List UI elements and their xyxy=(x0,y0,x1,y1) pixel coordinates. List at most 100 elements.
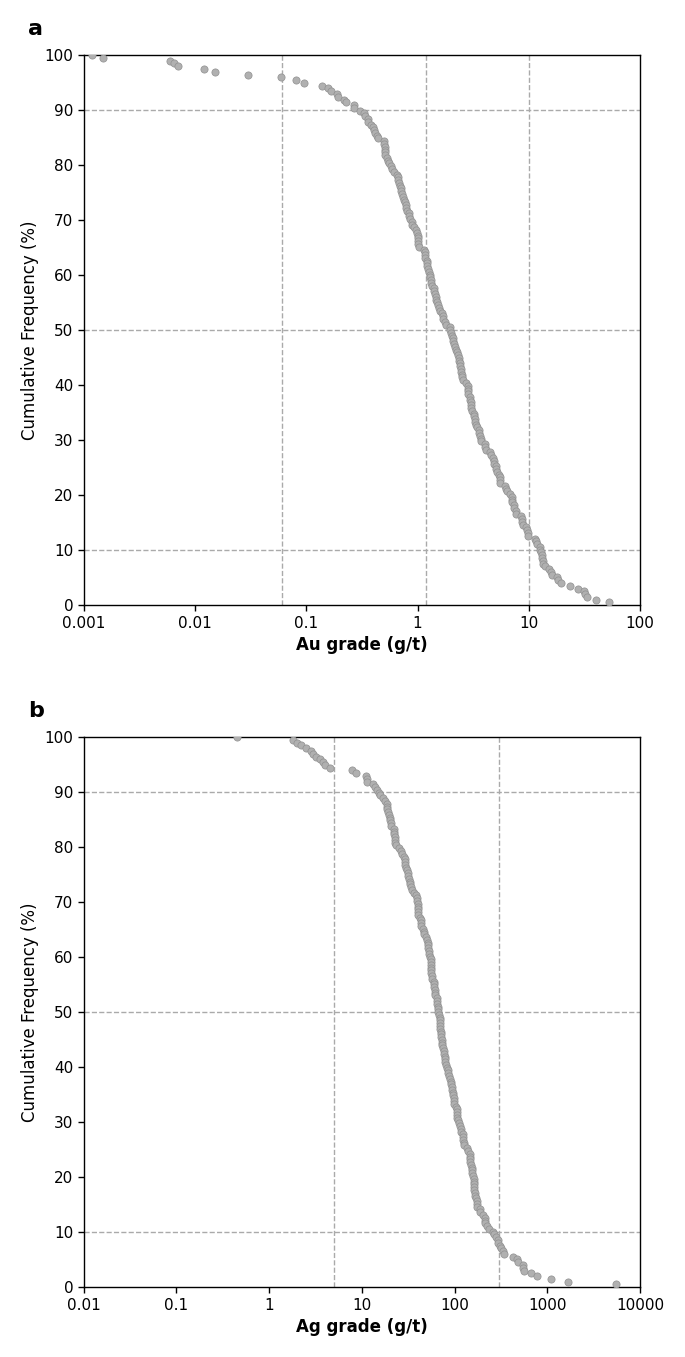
Point xyxy=(295,734,306,756)
Point xyxy=(452,1107,463,1129)
Point xyxy=(351,763,362,784)
Point xyxy=(436,1029,447,1050)
Point xyxy=(427,965,438,987)
Point xyxy=(425,946,436,968)
Point xyxy=(510,499,521,521)
Point xyxy=(417,917,428,939)
Point xyxy=(488,451,499,472)
Point xyxy=(518,1254,529,1276)
Point xyxy=(456,364,467,385)
Point xyxy=(423,258,434,280)
Point xyxy=(532,533,543,555)
Point xyxy=(523,525,534,547)
Point xyxy=(512,1248,523,1270)
Point xyxy=(424,261,435,282)
Point xyxy=(393,170,404,191)
Point xyxy=(505,483,516,505)
Point xyxy=(402,862,413,883)
Point xyxy=(422,252,433,274)
Point xyxy=(482,1216,493,1238)
Point xyxy=(441,1057,452,1079)
Point xyxy=(456,1118,466,1140)
Point xyxy=(456,1121,466,1143)
Point xyxy=(471,1187,482,1209)
Point xyxy=(317,752,328,773)
Point xyxy=(415,906,426,928)
Point xyxy=(452,1110,463,1132)
Point xyxy=(419,239,429,261)
Point xyxy=(365,114,376,136)
Point xyxy=(399,191,410,213)
Point xyxy=(407,213,418,235)
Point xyxy=(406,877,416,898)
Point xyxy=(324,757,335,779)
Point xyxy=(480,1209,491,1231)
Point xyxy=(367,773,378,795)
Point xyxy=(412,228,423,250)
Point xyxy=(532,1265,543,1286)
Point xyxy=(496,1238,507,1259)
Point xyxy=(172,56,183,77)
Point xyxy=(495,467,506,489)
Point xyxy=(429,976,440,997)
Point xyxy=(404,871,415,893)
Point xyxy=(98,47,109,69)
Point xyxy=(447,1079,458,1101)
Point xyxy=(451,1095,462,1117)
Point xyxy=(411,885,422,906)
Point xyxy=(518,1257,529,1278)
Point xyxy=(474,425,485,446)
Point xyxy=(483,1219,494,1240)
Point xyxy=(399,848,410,870)
Point xyxy=(469,1177,479,1198)
Point xyxy=(423,938,434,959)
Point xyxy=(436,1031,447,1053)
Point xyxy=(434,1007,445,1029)
Point xyxy=(466,1160,477,1182)
Point xyxy=(367,117,378,138)
Point xyxy=(476,430,487,452)
Point xyxy=(462,1137,473,1159)
Point xyxy=(440,1046,451,1068)
Point xyxy=(419,920,429,942)
Point xyxy=(445,319,456,341)
Point xyxy=(333,85,344,107)
Point xyxy=(432,1001,443,1023)
Point xyxy=(580,584,590,605)
Point xyxy=(401,199,412,221)
Point xyxy=(323,77,334,99)
Point xyxy=(393,837,404,859)
Point xyxy=(502,480,513,502)
Point xyxy=(508,494,519,516)
Point xyxy=(424,943,435,965)
Point xyxy=(451,342,462,364)
Point xyxy=(494,464,505,486)
Point xyxy=(432,996,443,1018)
Point xyxy=(536,541,547,563)
Point xyxy=(443,1060,453,1082)
Point xyxy=(390,829,401,851)
Point xyxy=(610,1274,621,1296)
Point xyxy=(424,266,435,288)
Point xyxy=(439,1041,450,1063)
Point xyxy=(447,330,458,351)
Point xyxy=(431,988,442,1010)
Point xyxy=(401,197,412,218)
Point xyxy=(440,1049,451,1071)
Point xyxy=(425,271,436,293)
Point xyxy=(421,927,432,949)
Point xyxy=(232,726,242,748)
Point xyxy=(419,244,430,266)
Point xyxy=(552,570,563,592)
Point xyxy=(546,1267,557,1289)
Point xyxy=(425,954,436,976)
Point xyxy=(379,130,390,152)
Point xyxy=(476,427,487,449)
Point xyxy=(492,461,503,483)
Point xyxy=(493,1229,503,1251)
Point xyxy=(169,53,179,75)
Y-axis label: Cumulative Frequency (%): Cumulative Frequency (%) xyxy=(21,902,39,1122)
Point xyxy=(499,1243,510,1265)
Point xyxy=(463,383,474,404)
Point xyxy=(379,790,390,811)
